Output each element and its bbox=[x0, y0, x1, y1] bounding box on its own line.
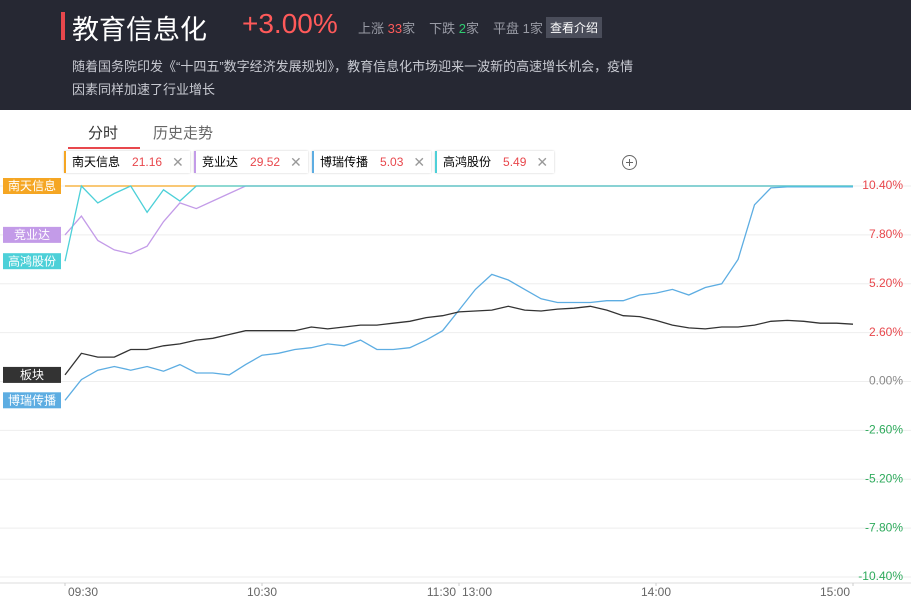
y-tick-label: 0.00% bbox=[869, 374, 903, 388]
series-tag-label: 板块 bbox=[20, 368, 44, 382]
y-tick-label: -10.40% bbox=[858, 569, 903, 583]
x-tick-label: 11:30 bbox=[427, 585, 456, 599]
intro-button[interactable]: 查看介绍 bbox=[546, 17, 603, 38]
series-tag-bg bbox=[3, 366, 61, 383]
legend-chip[interactable]: 竞业达 29.52 ✕ bbox=[194, 151, 308, 173]
series-line bbox=[64, 185, 853, 255]
stat-count: 33 bbox=[387, 21, 403, 36]
series-tag: 博瑞传播 bbox=[3, 392, 61, 409]
stats: 上涨 33家 下跌 2家 平盘 1家 bbox=[358, 18, 543, 37]
chip-close[interactable]: ✕ bbox=[172, 154, 184, 170]
tabs: 分时 历史走势 bbox=[0, 110, 911, 150]
x-tick-label: 14:00 bbox=[641, 585, 671, 599]
description: 因素同样加速了行业增长 bbox=[72, 82, 216, 97]
series-line bbox=[64, 305, 854, 376]
x-tick-label: 13:00 bbox=[462, 585, 492, 599]
legend-name: 竞业达 bbox=[202, 155, 239, 169]
tab-underline bbox=[68, 147, 140, 149]
stat-label: 平盘 bbox=[493, 21, 520, 36]
stat-unit: 家 bbox=[466, 21, 480, 36]
series-tag-bg bbox=[3, 226, 61, 243]
series-tag-bg bbox=[3, 392, 61, 409]
stat-unit: 家 bbox=[529, 21, 543, 36]
y-tick-label: -5.20% bbox=[865, 471, 903, 485]
y-tick-label: 7.80% bbox=[869, 227, 903, 241]
series-tag-label: 高鸿股份 bbox=[8, 253, 56, 268]
series-tag: 板块 bbox=[3, 366, 61, 383]
series-tag: 高鸿股份 bbox=[3, 253, 61, 270]
stat-label: 下跌 bbox=[429, 21, 456, 36]
x-tick-label: 15:00 bbox=[820, 585, 850, 599]
legend-name: 高鸿股份 bbox=[443, 155, 492, 169]
legend-price: 5.03 bbox=[380, 155, 404, 169]
series-line bbox=[64, 186, 853, 401]
add-button[interactable] bbox=[621, 154, 638, 171]
change: +3.00% bbox=[242, 8, 338, 39]
series-tag: 南天信息 bbox=[3, 178, 61, 194]
y-tick-label: -2.60% bbox=[865, 423, 903, 437]
legend-price: 29.52 bbox=[250, 155, 281, 169]
stat: 平盘 1家 bbox=[493, 18, 543, 37]
chip-close[interactable]: ✕ bbox=[536, 154, 549, 170]
tab[interactable]: 历史走势 bbox=[153, 125, 214, 142]
stat-label: 上涨 bbox=[358, 21, 385, 36]
title-bar bbox=[61, 12, 65, 40]
series-tag-label: 博瑞传播 bbox=[8, 392, 56, 407]
series-tag-bg bbox=[3, 178, 61, 194]
legend-chip[interactable]: 南天信息 21.16 ✕ bbox=[64, 151, 190, 173]
series-tag: 竞业达 bbox=[3, 226, 61, 243]
tab[interactable]: 分时 bbox=[88, 125, 119, 142]
y-tick-label: 10.40% bbox=[862, 178, 903, 192]
legend-name: 南天信息 bbox=[72, 155, 121, 169]
legend-name: 博瑞传播 bbox=[320, 155, 369, 169]
y-tick-label: 2.60% bbox=[869, 325, 903, 339]
stat: 下跌 2家 bbox=[429, 18, 479, 37]
y-tick-label: -7.80% bbox=[865, 520, 903, 534]
title: 教育信息化 bbox=[72, 15, 207, 45]
stat-count: 2 bbox=[458, 21, 466, 36]
legend-price: 5.49 bbox=[503, 155, 527, 169]
series-tag-bg bbox=[3, 253, 61, 270]
legend-chip[interactable]: 博瑞传播 5.03 ✕ bbox=[312, 151, 432, 173]
chip-close[interactable]: ✕ bbox=[413, 154, 426, 170]
series-line bbox=[64, 184, 853, 262]
stat-count: 1 bbox=[522, 21, 530, 36]
series-tag-label: 南天信息 bbox=[8, 178, 56, 193]
stat-unit: 家 bbox=[402, 21, 416, 36]
header: 教育信息化 +3.00% 上涨 33家 下跌 2家 平盘 1家 查看介绍 随着国… bbox=[0, 0, 911, 110]
x-tick-label: 09:30 bbox=[68, 585, 98, 599]
description: 随着国务院印发《“十四五”数字经济发展规划》，教育信息化市场迎来一波新的高速增长… bbox=[72, 59, 634, 74]
series-tag-label: 竞业达 bbox=[14, 228, 50, 242]
x-tick-label: 10:30 bbox=[247, 585, 277, 599]
chip-close[interactable]: ✕ bbox=[290, 154, 302, 170]
legend-price: 21.16 bbox=[132, 155, 163, 169]
y-tick-label: 5.20% bbox=[869, 276, 903, 290]
legend-chip[interactable]: 高鸿股份 5.49 ✕ bbox=[435, 151, 555, 173]
stat: 上涨 33家 bbox=[358, 18, 415, 37]
